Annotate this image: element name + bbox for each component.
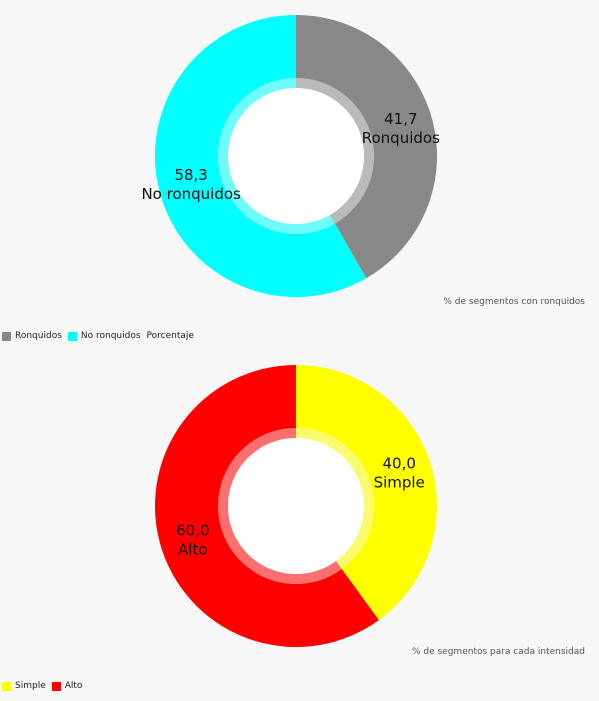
- slice-category-label: Ronquidos: [362, 129, 440, 147]
- legend-note: Porcentaje: [146, 331, 194, 341]
- legend-label: Alto: [64, 681, 83, 691]
- legend-swatch: [51, 681, 61, 691]
- slice-value-label: 41,7: [384, 110, 417, 128]
- legend-swatch: [67, 331, 77, 341]
- legend: Ronquidos No ronquidos Porcentaje: [2, 331, 194, 341]
- legend-entry[interactable]: Alto: [51, 681, 83, 691]
- donut-slice[interactable]: [296, 15, 437, 279]
- legend-entry[interactable]: Simple: [2, 681, 46, 691]
- legend-label: Ronquidos: [15, 331, 62, 341]
- donut-slice[interactable]: [296, 365, 437, 621]
- slice-value-label: 58,3: [174, 166, 207, 184]
- donut-slice-inner-band: [296, 428, 374, 570]
- legend-label: No ronquidos: [80, 331, 141, 341]
- chart-description: % de segmentos para cada intensidad: [411, 647, 585, 657]
- slice-value-label: 60,0: [176, 522, 209, 540]
- donut-hole: [228, 438, 364, 574]
- slice-value-label: 40,0: [382, 454, 415, 472]
- legend-entry[interactable]: No ronquidos: [67, 331, 141, 341]
- donut-slice-inner-band: [218, 428, 342, 584]
- legend-swatch: [2, 681, 11, 691]
- slice-category-label: Alto: [178, 541, 208, 559]
- donut-hole: [228, 88, 364, 224]
- legend-swatch: [2, 331, 11, 341]
- chart-description: % de segmentos con ronquidos: [443, 297, 585, 307]
- donut-slice[interactable]: [154, 15, 367, 297]
- donut-slice-inner-band: [296, 78, 375, 224]
- donut-slice-inner-band: [218, 78, 335, 234]
- slice-category-label: No ronquidos: [141, 185, 241, 203]
- slice-category-label: Simple: [374, 473, 425, 491]
- legend: Simple Alto: [2, 681, 88, 691]
- legend-entry[interactable]: Ronquidos: [2, 331, 62, 341]
- legend-label: Simple: [15, 681, 46, 691]
- donut-slice[interactable]: [155, 365, 379, 647]
